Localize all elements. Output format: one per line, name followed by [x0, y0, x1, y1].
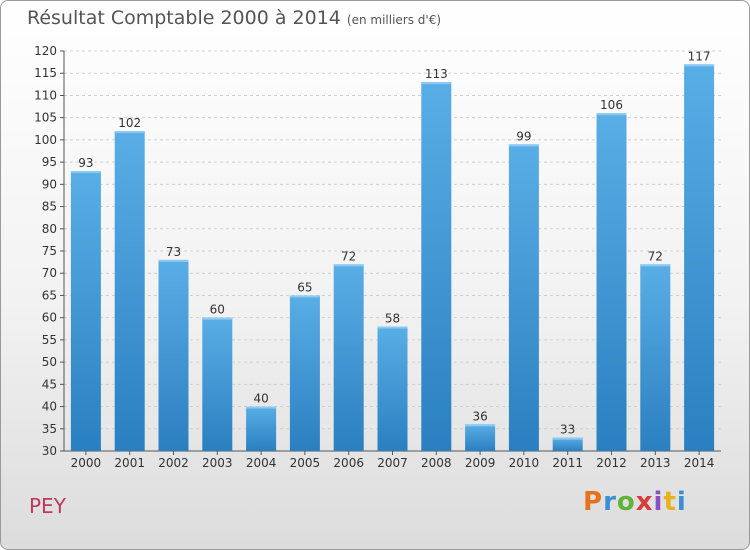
y-tick-label: 95 [42, 155, 57, 169]
chart-title: Résultat Comptable 2000 à 2014 (en millie… [27, 7, 441, 29]
x-tick-label-2009: 2009 [465, 456, 496, 470]
bar-top-highlight [465, 424, 496, 427]
bar-2001 [114, 131, 145, 451]
value-label-2011: 33 [560, 423, 575, 437]
bar-2005 [289, 295, 320, 451]
bar-top-highlight [333, 264, 364, 267]
value-label-2002: 73 [166, 245, 181, 259]
value-label-2004: 40 [253, 392, 268, 406]
bar-2009 [465, 424, 496, 451]
x-tick-label-2002: 2002 [158, 456, 189, 470]
x-tick-label-2000: 2000 [71, 456, 102, 470]
y-tick-label: 75 [42, 244, 57, 258]
x-tick-label-2007: 2007 [377, 456, 408, 470]
x-tick-label-2004: 2004 [246, 456, 277, 470]
value-label-2009: 36 [472, 409, 487, 423]
bar-top-highlight [552, 437, 583, 440]
bar-2007 [377, 326, 408, 451]
value-label-2014: 117 [688, 49, 711, 63]
chart-unit-label: (en milliers d'€) [346, 13, 442, 27]
bar-2003 [202, 317, 233, 451]
bar-top-highlight [70, 171, 101, 173]
bar-2000 [70, 171, 101, 451]
y-tick-label: 120 [34, 44, 57, 58]
bar-2004 [246, 406, 277, 451]
value-label-2007: 58 [385, 312, 400, 326]
value-label-2000: 93 [78, 156, 93, 170]
y-tick-label: 50 [42, 355, 57, 369]
y-tick-label: 30 [42, 444, 57, 458]
bar-2013 [640, 264, 671, 451]
proxiti-logo: Proxiti [583, 487, 687, 517]
bar-2011 [552, 437, 583, 451]
y-tick-label: 100 [34, 133, 57, 147]
value-label-2005: 65 [297, 280, 312, 294]
logo-letter: t [663, 487, 677, 517]
value-label-2010: 99 [516, 129, 531, 143]
y-tick-label: 45 [42, 377, 57, 391]
y-tick-label: 40 [42, 400, 57, 414]
x-tick-label-2010: 2010 [509, 456, 540, 470]
bar-top-highlight [508, 144, 539, 147]
y-tick-label: 90 [42, 177, 57, 191]
bar-top-highlight [202, 317, 233, 320]
logo-letter: i [676, 487, 687, 517]
y-tick-label: 55 [42, 333, 57, 347]
x-tick-label-2011: 2011 [552, 456, 583, 470]
bar-top-highlight [377, 326, 408, 329]
y-tick-label: 65 [42, 288, 57, 302]
bar-top-highlight [114, 131, 145, 133]
y-tick-label: 115 [34, 66, 57, 80]
y-tick-label: 35 [42, 422, 57, 436]
x-tick-label-2008: 2008 [421, 456, 452, 470]
x-tick-label-2012: 2012 [596, 456, 627, 470]
bar-2010 [508, 144, 539, 452]
x-tick-label-2013: 2013 [640, 456, 671, 470]
logo-letter: o [616, 487, 636, 517]
logo-letter: r [603, 487, 617, 517]
y-tick-label: 110 [34, 88, 57, 102]
bar-2014 [684, 64, 715, 452]
y-tick-label: 80 [42, 222, 57, 236]
x-tick-label-2014: 2014 [684, 456, 715, 470]
bar-top-highlight [158, 259, 189, 262]
bar-2012 [596, 113, 627, 451]
bar-top-highlight [640, 264, 671, 267]
bar-2008 [421, 82, 452, 451]
bar-top-highlight [246, 406, 277, 409]
value-label-2012: 106 [600, 98, 623, 112]
value-label-2001: 102 [118, 116, 141, 130]
value-label-2006: 72 [341, 249, 356, 263]
x-tick-label-2006: 2006 [333, 456, 364, 470]
bar-2002 [158, 259, 189, 451]
x-tick-label-2005: 2005 [290, 456, 321, 470]
logo-letter: P [583, 487, 604, 517]
x-tick-label-2001: 2001 [114, 456, 145, 470]
value-label-2003: 60 [210, 303, 225, 317]
y-tick-label: 85 [42, 200, 57, 214]
value-label-2013: 72 [648, 249, 663, 263]
logo-letter: i [653, 487, 664, 517]
commune-name: PEY [29, 494, 66, 518]
bar-top-highlight [684, 64, 715, 67]
bar-top-highlight [421, 82, 452, 85]
logo-letter: x [635, 487, 654, 517]
bar-top-highlight [596, 113, 627, 116]
bar-2006 [333, 264, 364, 451]
y-tick-label: 105 [34, 111, 57, 125]
y-tick-label: 60 [42, 311, 57, 325]
x-tick-label-2003: 2003 [202, 456, 233, 470]
y-tick-label: 70 [42, 266, 57, 280]
chart-title-text: Résultat Comptable 2000 à 2014 [27, 7, 341, 29]
value-label-2008: 113 [425, 67, 448, 81]
bar-top-highlight [289, 295, 320, 298]
